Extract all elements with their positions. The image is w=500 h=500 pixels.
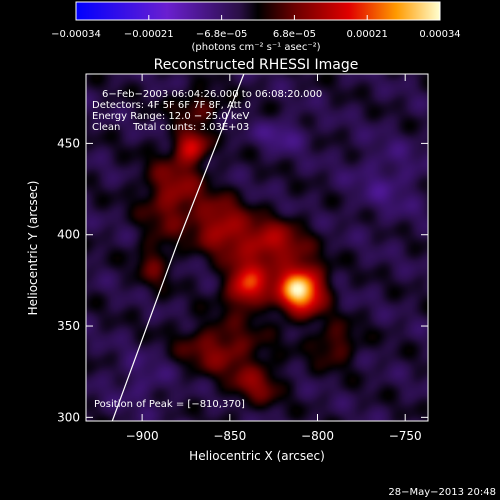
heatmap-image [86, 74, 428, 421]
footer-timestamp: 28−May−2013 20:48 [388, 487, 496, 498]
plot-frame [85, 73, 429, 422]
colorbar-tick-label: 6.8e−05 [273, 29, 316, 40]
colorbar-tick-label: −0.00021 [124, 29, 174, 40]
colorbar-tick-labels: −0.00034 −0.00021 −6.8e−05 6.8e−05 0.00021 0.… [51, 29, 461, 40]
annotation-clean-counts: Clean Total counts: 3.03E+03 [92, 122, 249, 133]
colorbar-ticks [75, 15, 441, 20]
y-ticks [86, 142, 428, 418]
x-axis-label: Heliocentric X (arcsec) [189, 449, 325, 463]
colorbar-tick-label: 0.00034 [419, 29, 460, 40]
x-tick-labels: −900 −850 −800 −750 [126, 429, 422, 443]
x-tick-label: −850 [213, 429, 246, 443]
y-tick-label: 400 [57, 228, 80, 242]
x-ticks [141, 74, 406, 421]
annotation-detectors: Detectors: 4F 5F 6F 7F 8F, Att 0 [92, 100, 251, 111]
y-tick-labels: 300 350 400 450 [57, 136, 80, 424]
colorbar-unit-label: (photons cm⁻² s⁻¹ asec⁻²) [191, 42, 320, 53]
annotation-energy-range: Energy Range: 12.0 − 25.0 keV [92, 111, 249, 122]
peak-position-label: Position of Peak = [−810,370] [94, 399, 245, 410]
y-axis-label: Heliocentric Y (arcsec) [26, 181, 40, 316]
y-tick-label: 450 [57, 136, 80, 150]
y-tick-label: 350 [57, 319, 80, 333]
x-tick-label: −900 [126, 429, 159, 443]
colorbar [75, 1, 441, 21]
annotation-time-range: 6−Feb−2003 06:04:26.000 to 06:08:20.000 [102, 89, 322, 100]
solar-limb-line [111, 74, 245, 421]
colorbar-tick-label: 0.00021 [347, 29, 388, 40]
y-tick-label: 300 [57, 410, 80, 424]
chart-title: Reconstructed RHESSI Image [154, 57, 359, 73]
colorbar-tick-label: −6.8e−05 [196, 29, 248, 40]
x-tick-label: −800 [301, 429, 334, 443]
colorbar-tick-label: −0.00034 [51, 29, 101, 40]
x-tick-label: −750 [389, 429, 422, 443]
